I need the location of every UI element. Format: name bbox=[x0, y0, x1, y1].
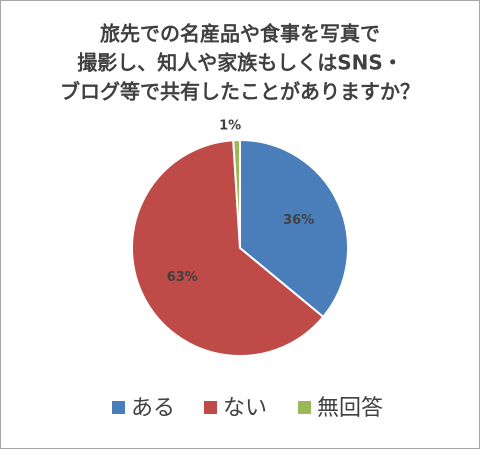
chart-title: 撮影し、知人や家族もしくはSNS・ bbox=[77, 51, 403, 75]
legend-swatch bbox=[204, 401, 217, 414]
legend-label: 無回答 bbox=[317, 396, 383, 421]
data-label: 63% bbox=[167, 270, 198, 285]
pie-slice bbox=[239, 138, 349, 319]
legend-label: ない bbox=[223, 396, 267, 421]
pie-slice bbox=[131, 139, 325, 357]
chart-title: 旅先での名産品や食事を写真で bbox=[100, 22, 380, 46]
legend-label: ある bbox=[131, 396, 175, 421]
legend-swatch bbox=[298, 401, 311, 414]
pie-slice bbox=[232, 138, 241, 249]
data-label: 1% bbox=[219, 119, 241, 134]
data-label: 36% bbox=[283, 213, 314, 228]
chart-title: ブログ等で共有したことがありますか？ bbox=[60, 80, 420, 104]
legend-swatch bbox=[112, 401, 125, 414]
